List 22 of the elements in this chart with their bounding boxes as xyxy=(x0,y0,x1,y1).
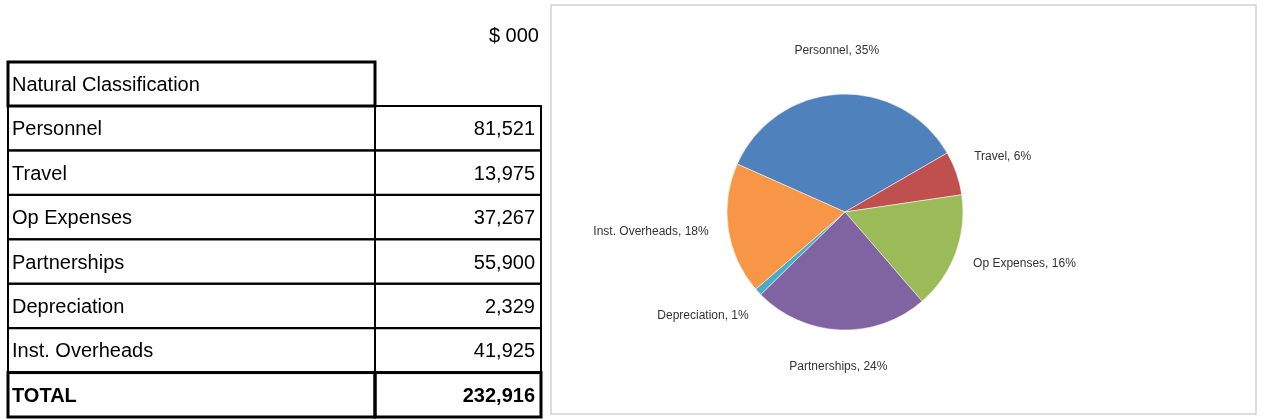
slice-label: Inst. Overheads, 18% xyxy=(593,224,710,239)
category-label: Partnerships xyxy=(12,250,125,273)
slice-label: Depreciation, 1% xyxy=(657,307,750,322)
data-label: 41,925 xyxy=(473,339,535,362)
text: $ 000 xyxy=(488,24,539,46)
category-label: Depreciation xyxy=(12,294,125,317)
slice-label: Op Expenses, 16% xyxy=(973,256,1077,271)
data-label: 2,329 xyxy=(484,294,535,317)
text: Natural Classification xyxy=(12,73,200,95)
text: TOTAL xyxy=(12,383,77,406)
category-label: Inst. Overheads xyxy=(12,339,154,362)
category-label: Travel xyxy=(12,161,67,184)
data-label: 55,900 xyxy=(473,250,535,273)
data-label: 13,975 xyxy=(473,161,535,184)
category-label: Personnel xyxy=(12,117,103,140)
slice-label: Travel, 6% xyxy=(974,149,1032,164)
data-label: 37,267 xyxy=(473,206,535,229)
data-label: 81,521 xyxy=(473,117,535,140)
category-label: Op Expenses xyxy=(12,206,133,229)
slice-label: Partnerships, 24% xyxy=(789,358,888,373)
text: 232,916 xyxy=(462,383,535,406)
slice-label: Personnel, 35% xyxy=(794,43,880,58)
